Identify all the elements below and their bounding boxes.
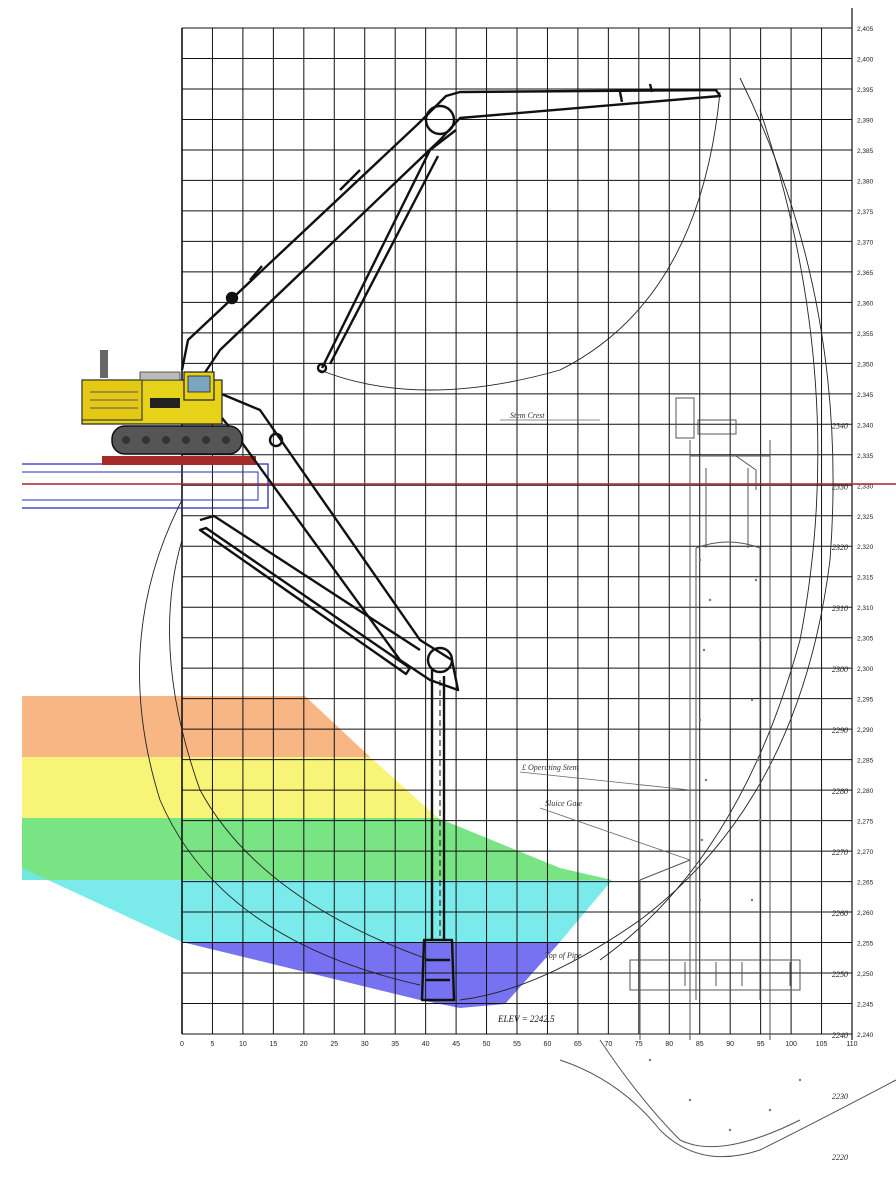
- band-blue: [182, 942, 560, 1008]
- reach-arcs: [139, 77, 834, 1001]
- elevation-label: 2230: [832, 1092, 848, 1101]
- x-tick-label: 10: [239, 1041, 247, 1048]
- excavator-tracks: [111, 425, 243, 455]
- y-tick-label: 2,290: [857, 727, 874, 734]
- annotation-top-of-pipe: Top of Pipe: [545, 951, 582, 960]
- y-tick-label: 2,245: [857, 1002, 874, 1009]
- y-tick-label: 2,355: [857, 331, 874, 338]
- y-tick-label: 2,320: [857, 544, 874, 551]
- x-tick-label: 85: [696, 1041, 704, 1048]
- annotation-elev-bottom: ELEV = 2242.5: [497, 1014, 555, 1024]
- y-tick-label: 2,300: [857, 666, 874, 673]
- elevation-label: 2310: [832, 604, 848, 613]
- band-orange: [22, 696, 370, 757]
- x-tick-label: 55: [513, 1041, 521, 1048]
- y-tick-label: 2,260: [857, 910, 874, 917]
- x-tick-label: 0: [180, 1041, 184, 1048]
- elevation-label: 2280: [832, 787, 848, 796]
- y-tick-label: 2,330: [857, 483, 874, 490]
- x-tick-label: 95: [757, 1041, 765, 1048]
- annotations: Stem Crest £ Operating Stem Sluice Gate …: [497, 411, 691, 1024]
- y-tick-label: 2,390: [857, 117, 874, 124]
- elevation-label: 2270: [832, 848, 848, 857]
- y-tick-label: 2,360: [857, 300, 874, 307]
- x-tick-label: 110: [846, 1041, 857, 1048]
- y-tick-label: 2,325: [857, 514, 874, 521]
- y-tick-label: 2,380: [857, 178, 874, 185]
- annotation-operating-stem: £ Operating Stem: [522, 763, 579, 772]
- intake-tower-drawing: [559, 397, 896, 1158]
- x-tick-label: 50: [483, 1041, 491, 1048]
- x-tick-label: 30: [361, 1041, 369, 1048]
- elevation-label: 2330: [832, 482, 848, 491]
- x-tick-label: 40: [422, 1041, 430, 1048]
- x-tick-label: 100: [785, 1041, 797, 1048]
- y-tick-label: 2,375: [857, 209, 874, 216]
- y-tick-label: 2,400: [857, 56, 874, 63]
- platform-inner-outline: [22, 471, 259, 501]
- x-tick-label: 70: [604, 1041, 612, 1048]
- y-tick-label: 2,310: [857, 605, 874, 612]
- x-tick-label: 20: [300, 1041, 308, 1048]
- y-tick-label: 2,270: [857, 849, 874, 856]
- x-tick-label: 5: [211, 1041, 215, 1048]
- y-tick-label: 2,295: [857, 697, 874, 704]
- elevation-label: 2340: [832, 421, 848, 430]
- depth-bands: [22, 696, 612, 1008]
- elevation-label: 2300: [832, 665, 848, 674]
- elevation-labels: 2340 2330 2320 2310 2300 2290 2280 2270 2260 2250…: [832, 421, 848, 1162]
- band-yellow: [22, 757, 438, 818]
- y-axis-ticks: 2,405 2,400 2,395 2,390 2,385 2,380 2,375 2,370…: [857, 26, 874, 1039]
- annotation-sluice-gate: Sluice Gate: [545, 799, 583, 808]
- y-tick-label: 2,280: [857, 788, 874, 795]
- x-tick-label: 65: [574, 1041, 582, 1048]
- x-tick-label: 90: [726, 1041, 734, 1048]
- x-tick-label: 15: [269, 1041, 277, 1048]
- y-tick-label: 2,350: [857, 361, 874, 368]
- y-tick-label: 2,250: [857, 971, 874, 978]
- y-tick-label: 2,385: [857, 148, 874, 155]
- y-tick-label: 2,340: [857, 422, 874, 429]
- y-tick-label: 2,285: [857, 758, 874, 765]
- elevation-label: 2220: [832, 1153, 848, 1162]
- band-green: [22, 818, 612, 880]
- x-tick-label: 80: [665, 1041, 673, 1048]
- band-cyan: [22, 868, 612, 942]
- y-tick-label: 2,335: [857, 453, 874, 460]
- x-tick-label: 75: [635, 1041, 643, 1048]
- y-tick-label: 2,275: [857, 819, 874, 826]
- x-axis-ticks: 0 5 10 15 20 25 30 35 40 45 50 55 60 65 70 75 80 85 90 95 10…: [180, 1041, 858, 1048]
- y-tick-label: 2,315: [857, 575, 874, 582]
- excavator-body: [81, 350, 243, 455]
- excavator-upper-boom: [180, 83, 722, 381]
- y-tick-label: 2,395: [857, 87, 874, 94]
- y-tick-label: 2,365: [857, 270, 874, 277]
- tower-stipple: [648, 558, 802, 1132]
- x-tick-label: 60: [544, 1041, 552, 1048]
- y-tick-label: 2,240: [857, 1032, 874, 1039]
- x-tick-label: 25: [330, 1041, 338, 1048]
- elevation-label: 2240: [832, 1031, 848, 1040]
- x-tick-label: 45: [452, 1041, 460, 1048]
- annotation-stem-crest: Stem Crest: [510, 411, 545, 420]
- y-tick-label: 2,265: [857, 880, 874, 887]
- x-tick-label: 105: [816, 1041, 828, 1048]
- y-tick-label: 2,255: [857, 941, 874, 948]
- elevation-label: 2290: [832, 726, 848, 735]
- y-tick-label: 2,370: [857, 239, 874, 246]
- excavator-ground-pad: [102, 456, 256, 465]
- y-tick-label: 2,305: [857, 636, 874, 643]
- platform-outline: [22, 463, 269, 509]
- elevation-label: 2320: [832, 543, 848, 552]
- y-tick-label: 2,345: [857, 392, 874, 399]
- elevation-label: 2250: [832, 970, 848, 979]
- elevation-label: 2260: [832, 909, 848, 918]
- x-tick-label: 35: [391, 1041, 399, 1048]
- excavator-lower-boom: [198, 388, 460, 1002]
- y-tick-label: 2,405: [857, 26, 874, 33]
